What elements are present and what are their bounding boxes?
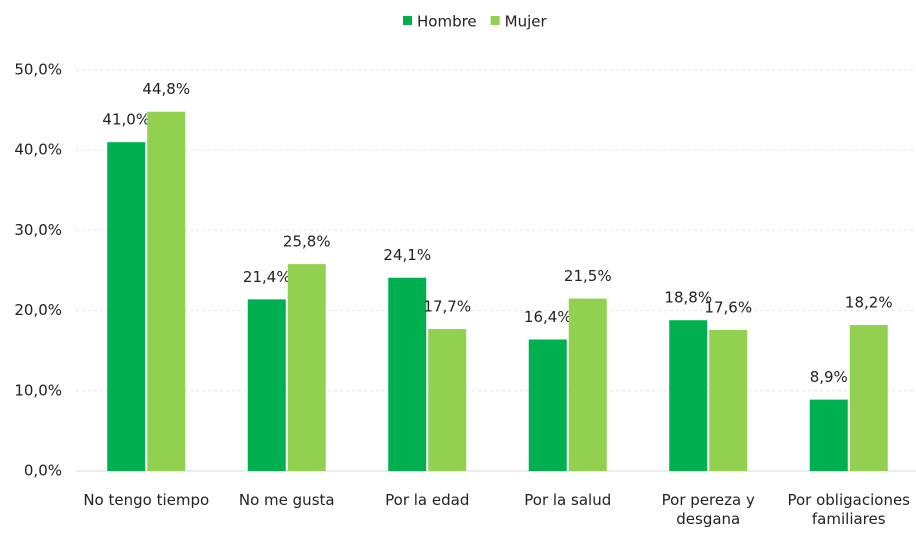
data-label: 18,2% (845, 294, 893, 312)
data-label: 17,6% (704, 298, 752, 316)
y-tick-label: 20,0% (14, 301, 62, 319)
y-tick-label: 0,0% (24, 462, 62, 480)
data-label: 21,5% (564, 267, 612, 285)
data-label: 18,8% (664, 289, 712, 307)
legend-label: Hombre (417, 13, 477, 31)
data-label: 24,1% (383, 246, 431, 264)
bar (809, 399, 848, 471)
data-label: 41,0% (102, 111, 150, 129)
bar (528, 339, 567, 471)
x-tick-label: Por la edad (385, 491, 470, 509)
bar (388, 277, 427, 471)
data-label: 44,8% (142, 80, 190, 98)
data-label: 16,4% (524, 308, 572, 326)
x-tick-label: No tengo tiempo (83, 491, 210, 509)
legend-label: Mujer (505, 13, 548, 31)
y-tick-label: 50,0% (14, 61, 62, 79)
legend-swatch (403, 16, 412, 25)
bar (849, 325, 888, 471)
data-label: 21,4% (243, 268, 291, 286)
bar (287, 264, 326, 471)
bar (428, 329, 467, 471)
data-label: 25,8% (283, 233, 331, 251)
x-tick-label: Por obligaciones familiares (787, 491, 910, 528)
bar (568, 298, 607, 471)
bar (709, 329, 748, 471)
x-tick-label: Por la salud (524, 491, 612, 509)
data-label: 8,9% (810, 368, 848, 386)
bar (147, 111, 186, 471)
y-tick-label: 40,0% (14, 141, 62, 159)
x-tick-label: Por pereza y desgana (661, 491, 755, 528)
bar (669, 320, 708, 471)
y-tick-label: 10,0% (14, 381, 62, 399)
bar (107, 142, 146, 471)
bar (247, 299, 286, 471)
y-tick-label: 30,0% (14, 221, 62, 239)
data-label: 17,7% (423, 298, 471, 316)
x-tick-label: No me gusta (238, 491, 335, 509)
legend-swatch (490, 16, 500, 25)
